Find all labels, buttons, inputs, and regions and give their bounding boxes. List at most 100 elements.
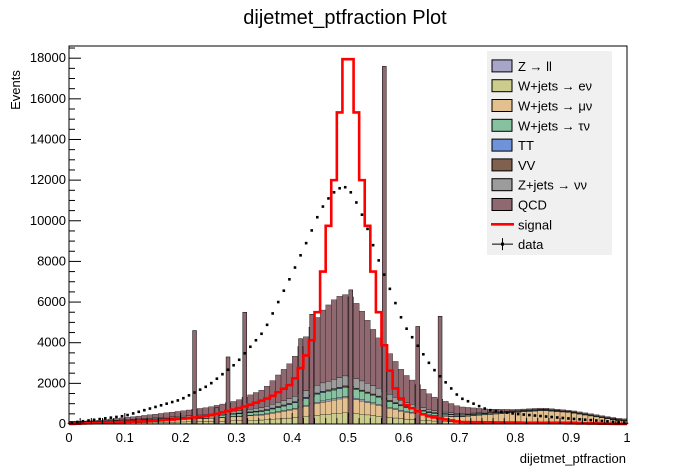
stack-bar [520,408,527,411]
data-point [438,374,442,378]
x-tick-label: 0.1 [116,430,134,445]
stack-bar [336,413,343,425]
stack-bar [252,408,259,412]
spike-bar [192,330,197,425]
legend-label: VV [518,158,536,173]
stack-bar [135,415,142,420]
stack-bar [403,412,410,420]
stack-bar [286,410,293,419]
stack-bar [582,412,589,415]
data-point [237,358,241,362]
data-point [572,417,576,421]
stack-bar [504,412,510,422]
stack-bar [247,420,254,425]
data-point [366,227,369,231]
stack-bar [314,384,321,394]
x-tick-label: 1 [623,430,630,445]
stack-bar [292,417,298,425]
data-point [109,416,113,419]
data-point [589,418,593,422]
legend-swatch [491,158,513,172]
data-point [232,363,235,367]
stack-bar [275,412,282,420]
data-point [271,312,274,315]
data-point [254,338,258,342]
stack-bar [409,379,416,405]
data-point [488,408,492,412]
stack-bar [331,413,337,425]
y-tick-label: 8000 [37,253,66,268]
stack-bar [342,397,349,414]
data-point [115,415,118,419]
data-point [332,191,336,194]
stack-bar [386,401,393,408]
data-point [522,413,526,416]
data-point [299,254,302,257]
stack-bar [319,400,326,403]
stack-bar [319,392,326,402]
data-point [449,387,453,390]
stack-bar [465,407,471,414]
y-tick-label: 12000 [30,172,66,187]
stack-bar [113,418,120,421]
legend-label: Z+jets → νν [518,178,587,193]
stack-bar [269,413,276,420]
stack-bar [286,398,293,404]
data-point [360,213,364,216]
stack-bar [180,410,187,417]
stack-bar [531,408,538,410]
stack-bar [420,389,427,408]
stack-bar [565,410,572,412]
stack-bar [342,387,349,397]
stack-bar [314,415,321,425]
data-point [226,368,230,372]
stack-bar [319,309,326,384]
stack-bar [453,405,460,414]
data-point [494,409,498,413]
data-point [578,418,581,421]
stack-bar [386,417,393,425]
y-axis-label: Events [8,70,23,110]
stack-bar [331,379,337,389]
stack-bar [303,398,310,406]
stack-bar [370,402,377,405]
stack-bar [453,415,460,417]
stack-bar [319,401,326,415]
stack-bar [258,414,265,421]
stack-bar [269,408,276,413]
stack-bar [554,409,561,411]
stack-bar [141,415,148,419]
stack-bar [286,417,293,425]
stack-bar [342,375,349,387]
data-point [148,407,152,410]
data-point [182,396,185,400]
spike-bar [298,338,303,425]
data-point [343,185,347,189]
stack-bar [448,403,455,413]
spike-bar [225,356,231,425]
data-point [215,377,219,380]
x-tick-label: 0 [65,430,72,445]
stack-bar [526,411,533,422]
stack-bar [621,418,628,420]
data-point [516,412,520,416]
stack-bar [375,416,382,425]
y-tick-label: 16000 [30,91,66,106]
stack-bar [364,401,371,403]
stack-bar [370,395,377,403]
x-tick-label: 0.6 [395,430,413,445]
stack-bar [252,415,259,421]
x-axis-label: dijetmet_ptfraction [520,451,626,466]
stack-bar [604,416,611,418]
data-point [472,402,475,405]
stack-bar [459,406,466,414]
stack-bar [236,416,243,421]
stack-bar [364,320,371,384]
stack-bar [442,411,449,414]
legend-entry: QCD [491,198,547,213]
data-point [583,418,587,422]
stack-bar [252,420,259,425]
x-tick-label: 0.4 [283,430,301,445]
data-point [338,186,341,190]
stack-bar [197,418,204,422]
